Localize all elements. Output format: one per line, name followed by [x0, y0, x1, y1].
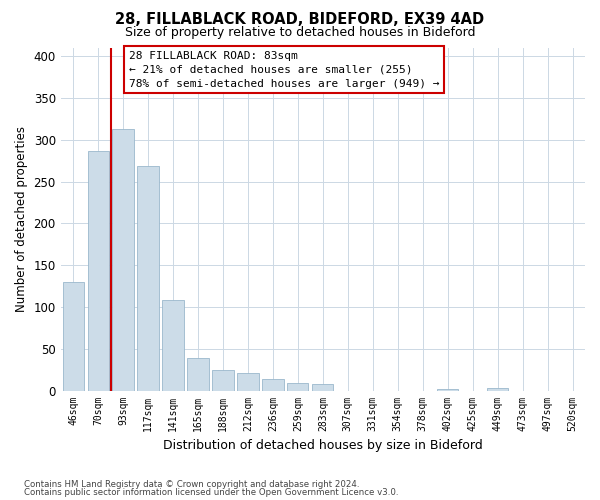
Text: Size of property relative to detached houses in Bideford: Size of property relative to detached ho…	[125, 26, 475, 39]
Text: Contains public sector information licensed under the Open Government Licence v3: Contains public sector information licen…	[24, 488, 398, 497]
Bar	[163, 300, 184, 391]
Text: 28, FILLABLACK ROAD, BIDEFORD, EX39 4AD: 28, FILLABLACK ROAD, BIDEFORD, EX39 4AD	[115, 12, 485, 28]
Bar	[137, 166, 158, 391]
Bar	[88, 150, 109, 391]
Text: 28 FILLABLACK ROAD: 83sqm
← 21% of detached houses are smaller (255)
78% of semi: 28 FILLABLACK ROAD: 83sqm ← 21% of detac…	[129, 51, 439, 89]
Y-axis label: Number of detached properties: Number of detached properties	[15, 126, 28, 312]
Bar	[238, 372, 259, 391]
Bar	[287, 382, 308, 391]
Bar	[212, 370, 233, 391]
Bar	[187, 358, 209, 391]
Bar	[62, 282, 84, 391]
Bar	[262, 380, 284, 391]
Bar	[312, 384, 334, 391]
Text: Contains HM Land Registry data © Crown copyright and database right 2024.: Contains HM Land Registry data © Crown c…	[24, 480, 359, 489]
Bar	[487, 388, 508, 391]
Bar	[437, 388, 458, 391]
Bar	[112, 129, 134, 391]
X-axis label: Distribution of detached houses by size in Bideford: Distribution of detached houses by size …	[163, 440, 483, 452]
